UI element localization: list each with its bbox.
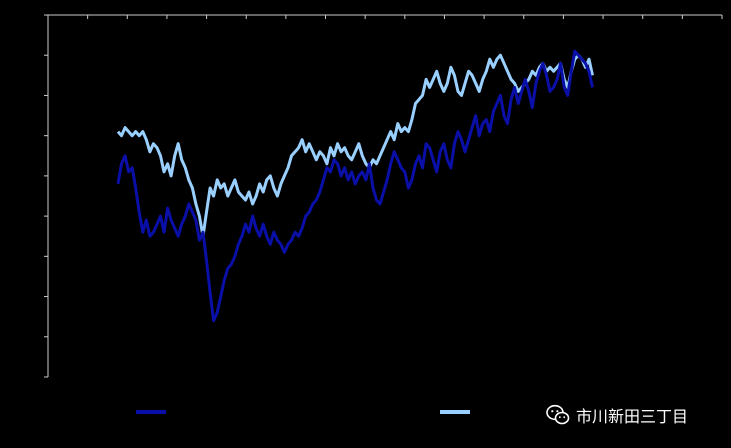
y-axis-ticks — [44, 14, 723, 378]
watermark: 市川新田三丁目 — [546, 402, 688, 428]
legend-item-series-2 — [440, 402, 478, 422]
legend-swatch-series-1 — [136, 410, 166, 414]
wechat-icon — [546, 404, 570, 425]
series-line-1 — [116, 49, 594, 323]
legend-item-series-1 — [136, 402, 174, 422]
watermark-text: 市川新田三丁目 — [576, 407, 689, 426]
series-group — [116, 49, 594, 323]
series-line-2 — [116, 53, 594, 238]
legend-swatch-series-2 — [440, 410, 470, 414]
